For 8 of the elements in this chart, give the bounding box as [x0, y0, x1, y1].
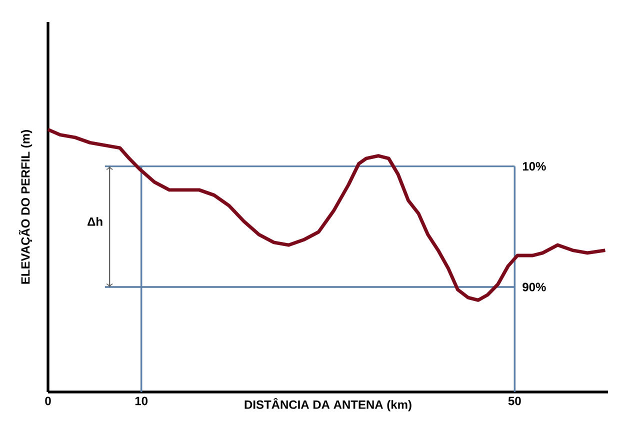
annotation: 10% [522, 162, 546, 171]
y-axis-title: ELEVAÇÃO DO PERFIL (m) [18, 130, 32, 284]
annotation: Δh [88, 217, 102, 226]
x-tick-label: 50 [508, 396, 521, 406]
x-axis-title: DISTÂNCIA DA ANTENA (km) [244, 398, 412, 412]
x-tick-label: 0 [45, 396, 51, 406]
x-tick-label: 10 [135, 396, 148, 406]
annotation: 90% [522, 282, 546, 292]
